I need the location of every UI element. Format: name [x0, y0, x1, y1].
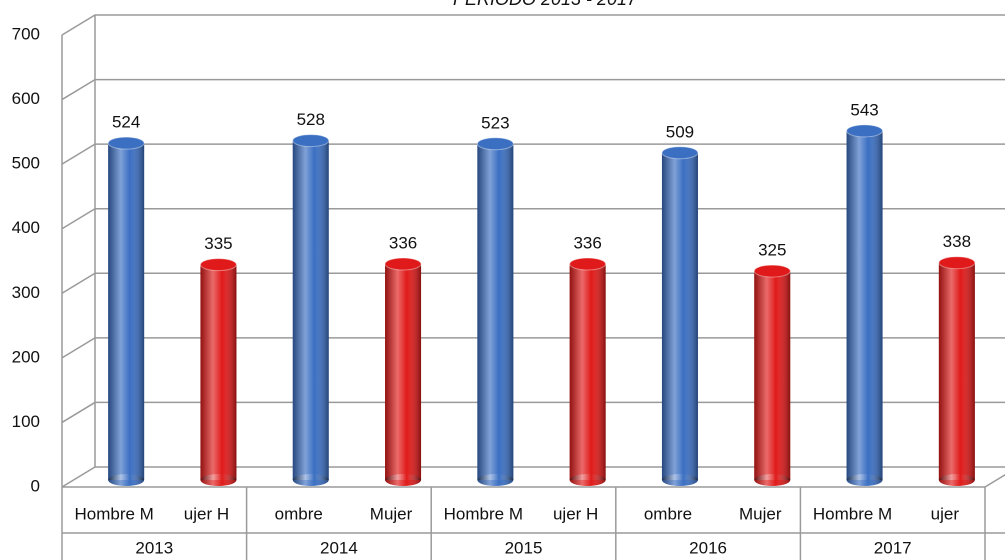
bar-top: [938, 256, 976, 270]
bar-base-shade: [661, 474, 698, 486]
x-tick-label: Mujer: [370, 504, 413, 523]
grid-line: [61, 143, 1005, 165]
x-tick-label: Hombre M: [813, 504, 892, 523]
x-tick-label: ujer H: [553, 504, 598, 523]
y-tick-label: 600: [12, 89, 40, 108]
group-label: 2015: [505, 538, 543, 557]
y-tick-label: 300: [12, 283, 40, 302]
grid-line: [61, 272, 1005, 294]
bar-shade: [385, 264, 422, 480]
bar-base-shade: [292, 474, 329, 486]
group-label: 2016: [689, 538, 727, 557]
bar-top: [753, 264, 791, 278]
chart-title: PERIODO 2013 - 2017: [453, 0, 638, 9]
bar-base-shade: [938, 474, 975, 486]
bar-shade: [108, 143, 145, 480]
bar-top: [107, 136, 145, 150]
x-tick-label: ombre: [644, 504, 692, 523]
bar-top: [569, 257, 607, 271]
group-label: 2013: [135, 538, 173, 557]
x-tick-label: ombre: [275, 504, 323, 523]
bar-base-shade: [477, 474, 514, 486]
data-label: 335: [204, 234, 232, 253]
group-label: 2017: [874, 538, 912, 557]
data-label: 524: [112, 113, 140, 132]
bar-base-shade: [754, 474, 791, 486]
data-label: 528: [297, 110, 325, 129]
bar-shade: [477, 143, 514, 481]
bar-shade: [661, 152, 698, 481]
bar-base-shade: [108, 474, 145, 486]
bar-shade: [200, 264, 237, 480]
grid-line: [61, 466, 1005, 488]
bar-base-shade: [569, 474, 606, 486]
y-tick-label: 700: [12, 24, 40, 43]
bar-shade: [569, 264, 606, 480]
data-label: 543: [850, 100, 878, 119]
y-tick-label: 100: [12, 412, 40, 431]
y-tick-label: 500: [12, 154, 40, 173]
data-label: 336: [573, 233, 601, 252]
grid-line: [61, 401, 1005, 424]
bar-top: [292, 134, 330, 148]
bar-shade: [846, 130, 883, 480]
x-tick-label: Mujer: [739, 504, 782, 523]
grid-line: [61, 337, 1005, 359]
bar-base-shade: [385, 474, 422, 486]
x-tick-label: Hombre M: [444, 504, 523, 523]
bar-top: [476, 137, 514, 151]
y-tick-label: 400: [12, 218, 40, 237]
data-label: 338: [943, 232, 971, 251]
bar-base-shade: [200, 474, 237, 486]
grid-line: [61, 207, 1005, 230]
bar-base-shade: [846, 474, 883, 486]
bar-top: [384, 257, 422, 271]
bar-shade: [754, 271, 791, 480]
y-tick-label: 0: [31, 476, 40, 495]
x-tick-label: ujer H: [184, 504, 229, 523]
grid-line: [61, 78, 1005, 101]
data-label: 523: [481, 113, 509, 132]
data-label: 325: [758, 241, 786, 260]
data-label: 336: [389, 233, 417, 252]
bar-top: [661, 146, 699, 160]
bar-top: [199, 258, 237, 272]
floor-line: [984, 474, 1005, 488]
x-tick-label: Hombre M: [74, 504, 153, 523]
bar-shade: [292, 140, 329, 481]
grid-line: [61, 14, 1005, 36]
y-tick-label: 200: [12, 347, 40, 366]
group-label: 2014: [320, 538, 358, 557]
x-tick-label: ujer: [931, 504, 960, 523]
bar-shade: [938, 262, 975, 480]
data-label: 509: [666, 122, 694, 141]
bar-top: [846, 124, 884, 138]
